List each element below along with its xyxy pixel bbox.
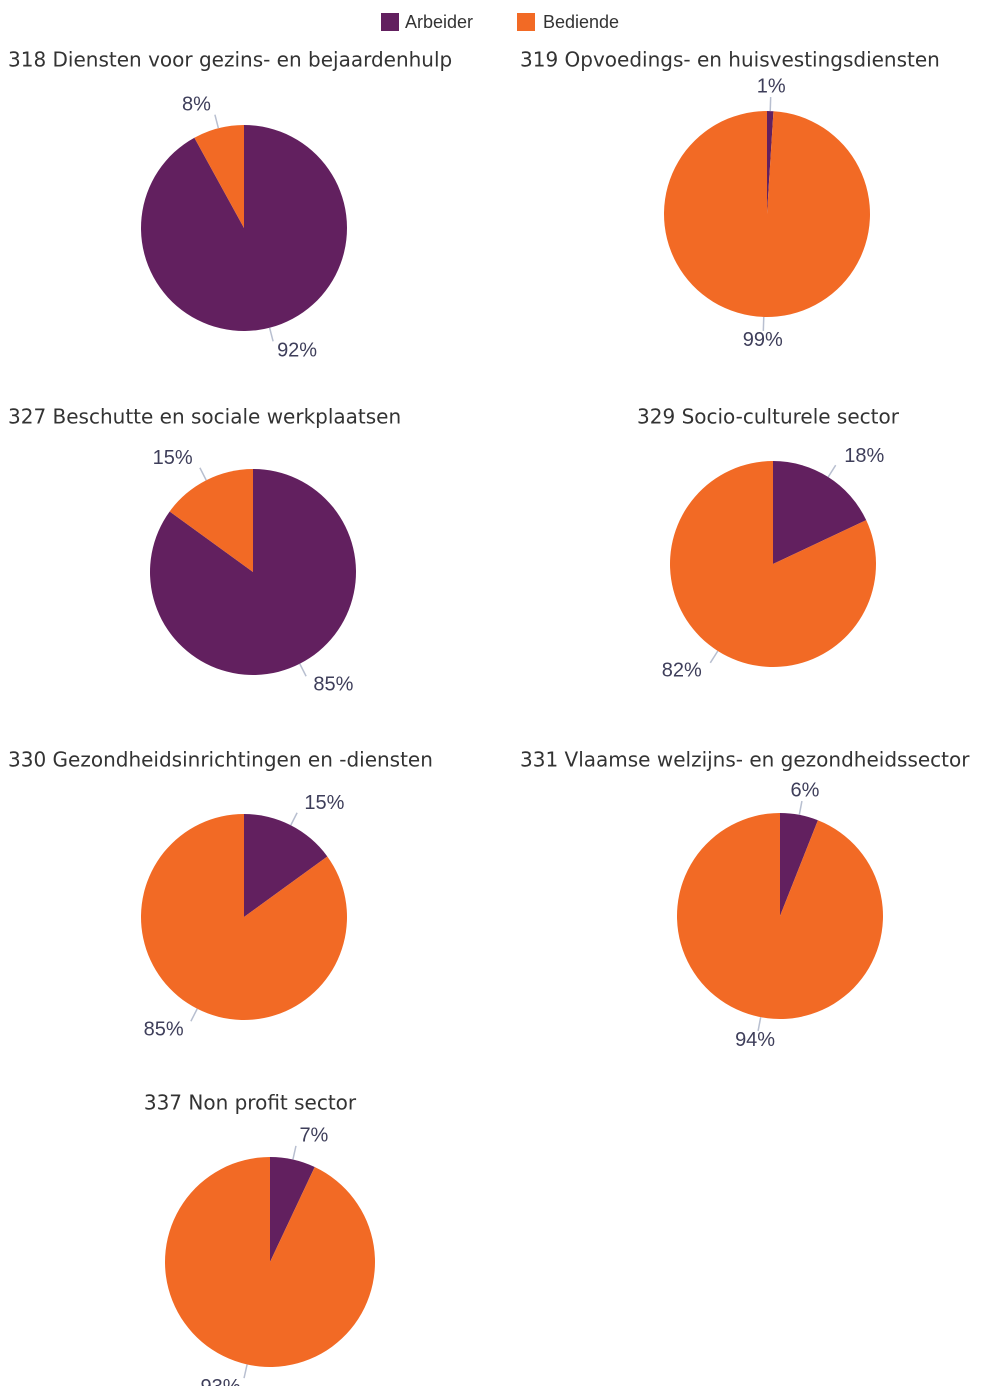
leader-line <box>291 813 297 825</box>
data-label: 92% <box>277 339 317 361</box>
data-label: 85% <box>144 1018 184 1040</box>
data-label: 6% <box>790 780 819 802</box>
data-label: 1% <box>757 75 786 97</box>
pie-slice <box>664 111 870 317</box>
leader-line <box>200 468 206 480</box>
data-label: 85% <box>313 673 353 695</box>
legend-label: Arbeider <box>405 12 473 32</box>
chart-title: 327 Beschutte en sociale werkplaatsen <box>8 405 401 429</box>
legend-swatch <box>517 13 535 31</box>
data-label: 15% <box>153 447 193 469</box>
leader-line <box>300 664 306 676</box>
pie-slice <box>165 1157 375 1367</box>
chart-title: 330 Gezondheidsinrichtingen en -diensten <box>8 748 433 772</box>
data-label: 99% <box>743 329 783 351</box>
chart-title: 331 Vlaamse welzijns- en gezondheidssect… <box>520 748 970 772</box>
legend-swatch <box>381 13 399 31</box>
data-label: 15% <box>304 792 344 814</box>
leader-line <box>293 1146 296 1160</box>
legend-label: Bediende <box>543 12 619 32</box>
data-label: 7% <box>299 1124 328 1146</box>
leader-line <box>244 1364 247 1378</box>
leader-line <box>710 651 718 663</box>
chart-title: 319 Opvoedings- en huisvestingsdiensten <box>520 48 940 72</box>
chart-title: 337 Non profit sector <box>144 1091 357 1115</box>
chart-title: 329 Socio-culturele sector <box>637 405 900 429</box>
data-label: 93% <box>201 1376 241 1386</box>
data-label: 8% <box>182 93 211 115</box>
leader-line <box>191 1009 197 1021</box>
data-label: 18% <box>844 445 884 467</box>
data-label: 82% <box>662 660 702 682</box>
leader-line <box>270 328 273 342</box>
pie-slice <box>677 813 883 1019</box>
leader-line <box>828 465 836 477</box>
data-label: 94% <box>735 1029 775 1051</box>
leader-line <box>799 801 802 815</box>
chart-title: 318 Diensten voor gezins- en bejaardenhu… <box>8 48 452 72</box>
leader-line <box>215 115 218 129</box>
